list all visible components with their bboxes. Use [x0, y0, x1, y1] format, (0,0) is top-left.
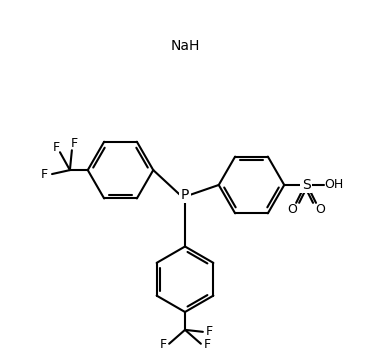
Text: F: F: [41, 168, 48, 180]
Text: F: F: [52, 141, 60, 154]
Text: O: O: [287, 203, 297, 216]
Text: F: F: [160, 338, 167, 351]
Text: F: F: [205, 325, 212, 338]
Text: P: P: [181, 188, 189, 202]
Text: NaH: NaH: [170, 39, 200, 53]
Text: F: F: [70, 137, 77, 150]
Text: O: O: [315, 203, 325, 216]
Text: S: S: [302, 178, 311, 192]
Text: F: F: [203, 338, 211, 351]
Text: OH: OH: [324, 179, 343, 191]
